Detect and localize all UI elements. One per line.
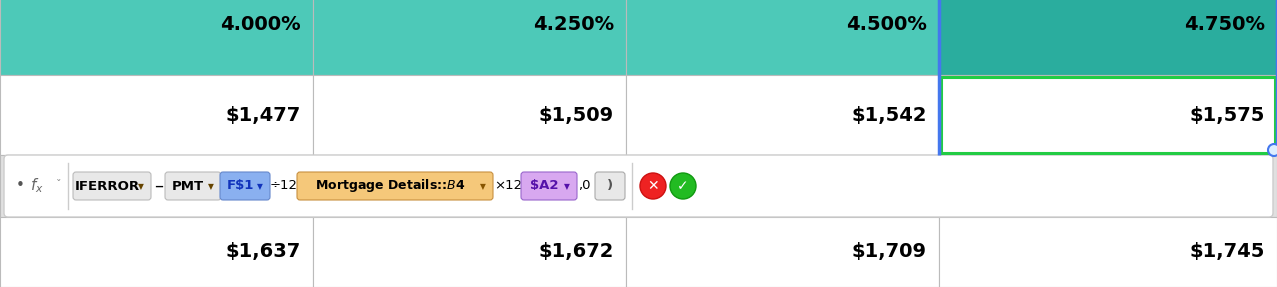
Text: ×12,: ×12, [494,179,526,193]
Text: $1,745: $1,745 [1190,243,1266,261]
Text: ▼: ▼ [480,183,487,191]
FancyBboxPatch shape [165,172,221,200]
Text: –: – [155,177,163,195]
FancyBboxPatch shape [73,172,151,200]
Text: $f_x$: $f_x$ [29,177,43,195]
Bar [313,0,626,75]
Text: ▼: ▼ [138,183,144,191]
Text: $1,542: $1,542 [850,106,927,125]
Text: 4.500%: 4.500% [845,15,927,34]
Text: 4.750%: 4.750% [1184,15,1266,34]
FancyBboxPatch shape [220,172,269,200]
Text: ▼: ▼ [208,183,215,191]
Text: ,0: ,0 [578,179,590,193]
Text: $1,575: $1,575 [1190,106,1266,125]
Text: $A2: $A2 [530,179,558,193]
Text: $1,477: $1,477 [226,106,301,125]
Bar [0,0,313,75]
Bar [939,75,1277,155]
Text: $1,509: $1,509 [539,106,614,125]
Circle shape [1268,144,1277,156]
Bar [0,155,1277,217]
Bar [313,217,626,287]
Text: Mortgage Details::$B$4: Mortgage Details::$B$4 [315,177,465,195]
Text: $1,672: $1,672 [539,243,614,261]
Text: $1,709: $1,709 [852,243,927,261]
FancyBboxPatch shape [298,172,493,200]
FancyBboxPatch shape [4,155,1273,217]
Bar [626,217,939,287]
Bar [0,75,313,155]
Text: ✕: ✕ [647,179,659,193]
Circle shape [670,173,696,199]
Text: 4.250%: 4.250% [533,15,614,34]
Text: ÷12,: ÷12, [269,179,303,193]
Text: PMT: PMT [172,179,204,193]
Text: 4.000%: 4.000% [220,15,301,34]
Bar [626,75,939,155]
Bar [313,75,626,155]
Text: •: • [17,179,24,193]
Text: ▼: ▼ [257,183,263,191]
FancyBboxPatch shape [521,172,577,200]
Bar [941,77,1274,153]
Text: $1,637: $1,637 [226,243,301,261]
Circle shape [640,173,667,199]
FancyBboxPatch shape [595,172,624,200]
Bar [939,217,1277,287]
Text: F$1: F$1 [226,179,254,193]
Bar [626,0,939,75]
Text: ✓: ✓ [677,179,688,193]
Text: IFERROR: IFERROR [74,179,139,193]
Text: ▼: ▼ [564,183,570,191]
Bar [0,217,313,287]
Bar [939,0,1277,75]
Text: ): ) [607,179,613,193]
Text: ˇ: ˇ [56,180,61,190]
